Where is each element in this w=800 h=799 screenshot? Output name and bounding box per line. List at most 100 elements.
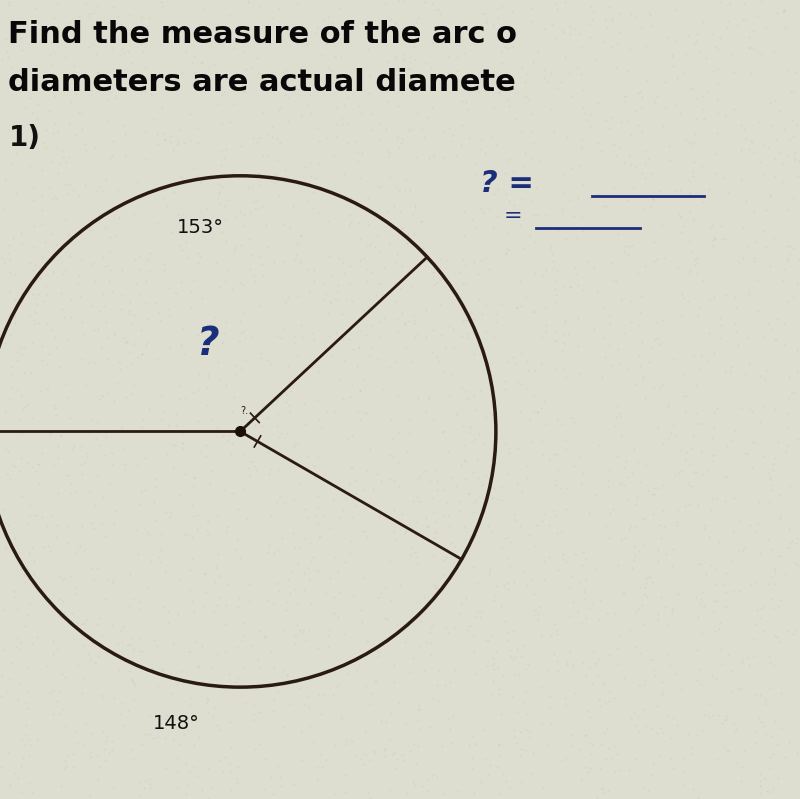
Point — [363, 443, 376, 455]
Point — [143, 403, 156, 415]
Point — [401, 446, 414, 459]
Point — [697, 196, 710, 209]
Point — [479, 16, 492, 29]
Point — [228, 676, 241, 689]
Point — [142, 582, 154, 594]
Point — [691, 610, 704, 623]
Point — [392, 426, 405, 439]
Point — [662, 648, 674, 661]
Point — [353, 342, 366, 355]
Point — [467, 348, 480, 360]
Point — [57, 151, 70, 164]
Point — [758, 400, 770, 412]
Point — [277, 624, 290, 637]
Point — [135, 421, 148, 434]
Point — [466, 435, 479, 447]
Point — [440, 622, 453, 634]
Point — [518, 147, 531, 160]
Point — [305, 555, 318, 568]
Point — [249, 171, 262, 184]
Point — [246, 714, 259, 727]
Point — [762, 467, 774, 479]
Point — [558, 51, 571, 64]
Point — [466, 506, 479, 519]
Point — [666, 50, 679, 63]
Point — [514, 749, 526, 761]
Point — [618, 89, 630, 102]
Point — [695, 593, 708, 606]
Point — [787, 386, 800, 399]
Point — [46, 647, 59, 660]
Point — [139, 296, 152, 309]
Point — [460, 392, 473, 404]
Point — [398, 753, 410, 766]
Point — [391, 247, 404, 260]
Point — [672, 504, 685, 517]
Point — [62, 150, 75, 163]
Point — [214, 144, 227, 157]
Point — [455, 597, 468, 610]
Point — [218, 646, 231, 658]
Point — [447, 68, 460, 81]
Point — [186, 552, 198, 565]
Point — [218, 274, 231, 287]
Point — [342, 433, 354, 446]
Point — [425, 622, 438, 634]
Point — [34, 272, 47, 284]
Point — [346, 734, 359, 747]
Point — [333, 585, 346, 598]
Point — [542, 551, 555, 563]
Point — [270, 78, 282, 91]
Point — [50, 193, 62, 205]
Point — [727, 526, 740, 539]
Point — [56, 144, 69, 157]
Point — [750, 725, 762, 737]
Point — [426, 414, 439, 427]
Point — [175, 66, 188, 79]
Point — [30, 732, 43, 745]
Point — [721, 601, 734, 614]
Point — [40, 316, 53, 329]
Point — [6, 657, 18, 670]
Point — [674, 444, 686, 457]
Point — [176, 426, 189, 439]
Point — [226, 405, 238, 418]
Point — [83, 789, 96, 799]
Point — [322, 27, 334, 40]
Point — [769, 170, 782, 183]
Point — [78, 455, 91, 468]
Point — [780, 420, 793, 433]
Point — [687, 215, 700, 228]
Point — [598, 676, 610, 689]
Point — [122, 304, 135, 317]
Point — [619, 95, 632, 108]
Point — [382, 237, 395, 250]
Point — [470, 738, 482, 751]
Point — [398, 48, 410, 61]
Point — [164, 129, 177, 142]
Point — [128, 207, 141, 220]
Point — [366, 108, 378, 121]
Point — [319, 666, 332, 678]
Point — [747, 252, 760, 264]
Point — [452, 505, 465, 518]
Point — [420, 57, 433, 70]
Point — [403, 666, 416, 678]
Point — [617, 327, 630, 340]
Point — [768, 565, 781, 578]
Point — [36, 511, 49, 524]
Point — [342, 91, 354, 104]
Point — [488, 593, 501, 606]
Point — [654, 721, 667, 734]
Point — [731, 682, 744, 694]
Point — [564, 281, 577, 294]
Point — [246, 62, 258, 74]
Point — [452, 606, 465, 619]
Point — [760, 21, 773, 34]
Point — [503, 781, 516, 793]
Point — [665, 48, 678, 61]
Point — [10, 147, 22, 160]
Point — [407, 41, 420, 54]
Point — [250, 464, 262, 477]
Point — [427, 618, 440, 631]
